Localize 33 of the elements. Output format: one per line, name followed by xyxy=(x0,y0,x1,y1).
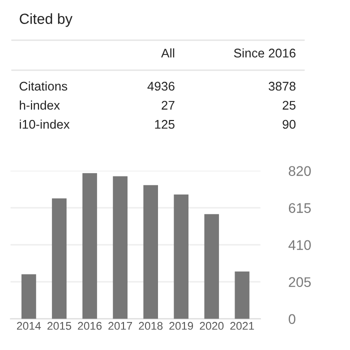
text: Citations xyxy=(20,81,68,91)
y-tick-label: 0 xyxy=(288,314,296,324)
text: Since 2016 xyxy=(234,48,296,58)
bar xyxy=(174,194,188,319)
x-tick-label: 2020 xyxy=(200,322,224,330)
text: 3878 xyxy=(268,82,296,91)
y-tick-label: 205 xyxy=(288,277,311,288)
x-tick-label: 2014 xyxy=(16,322,41,330)
text: 4936 xyxy=(147,82,174,91)
bar xyxy=(21,274,36,319)
bar xyxy=(204,214,219,319)
text: All xyxy=(161,48,174,58)
x-tick-label: 2021 xyxy=(230,322,254,330)
x-tick-label: 2018 xyxy=(138,322,163,330)
bar xyxy=(82,173,98,319)
y-tick-label: 820 xyxy=(288,166,311,176)
bar xyxy=(143,185,158,319)
x-tick-label: 2015 xyxy=(47,322,72,330)
bar xyxy=(234,272,250,319)
text: 27 xyxy=(162,100,174,110)
x-tick-label: 2016 xyxy=(78,322,102,330)
x-tick-label: 2019 xyxy=(169,322,193,330)
text: 25 xyxy=(282,100,296,110)
y-tick-label: 615 xyxy=(288,203,311,213)
bar xyxy=(52,198,67,319)
x-tick-label: 2017 xyxy=(108,322,132,330)
text: 125 xyxy=(155,120,174,129)
text: Cited by xyxy=(20,13,72,27)
text: 90 xyxy=(282,120,296,129)
y-tick-label: 410 xyxy=(288,240,311,250)
text: i10-index xyxy=(20,120,70,129)
bar xyxy=(112,176,128,319)
text: h-index xyxy=(20,100,60,110)
